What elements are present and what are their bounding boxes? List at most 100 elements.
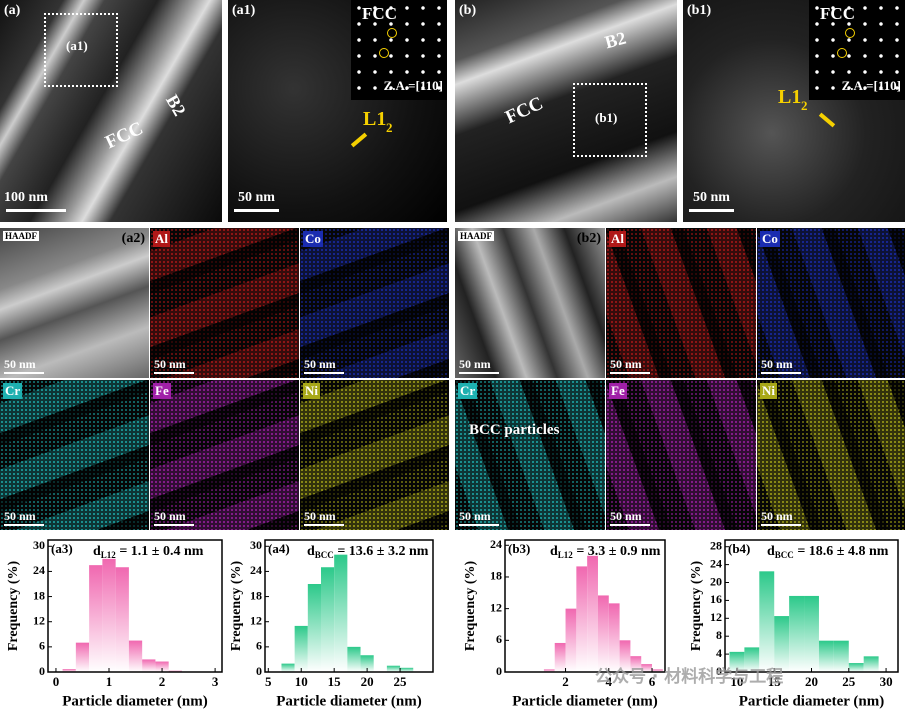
phase-arrow-label: L1	[363, 108, 387, 130]
element-label: Ni	[760, 383, 777, 399]
element-label: Al	[153, 231, 170, 247]
x-axis-label: Particle diameter (nm)	[276, 693, 422, 709]
y-tick-label: 24	[250, 563, 262, 577]
bar	[554, 642, 566, 672]
y-tick-label: 6	[496, 632, 502, 646]
annotation: dL12 = 1.1 ± 0.4 nm	[93, 544, 204, 560]
plot-frame	[504, 539, 666, 673]
y-tick-label: 20	[710, 574, 722, 588]
panel-label: (a)	[4, 3, 21, 18]
bar	[62, 669, 76, 672]
scale-label: 50 nm	[304, 509, 336, 523]
scale-label: 100 nm	[4, 190, 48, 205]
annotation-text: = 13.6 ± 3.2 nm	[334, 544, 429, 559]
bar	[142, 659, 156, 672]
y-tick-label: 12	[490, 600, 502, 614]
annotation: BCC particles	[469, 422, 560, 438]
scale-label: 50 nm	[238, 190, 275, 205]
x-tick-label: 2	[159, 674, 166, 689]
bar	[608, 603, 620, 672]
eds-map: Fe 50 nm	[606, 380, 756, 530]
annotation-subscript: L12	[101, 550, 117, 560]
x-tick-label: 20	[805, 674, 818, 689]
y-tick-label: 28	[710, 538, 722, 552]
bar	[543, 669, 555, 672]
x-tick-label: 25	[394, 674, 408, 689]
element-label: Fe	[609, 383, 627, 399]
scale-bar	[154, 524, 194, 526]
inset-box	[573, 83, 647, 157]
annotation-text: = 18.6 ± 4.8 nm	[794, 544, 889, 559]
panel-label: (a1)	[232, 3, 256, 18]
y-tick-label: 16	[710, 592, 722, 606]
scale-bar	[761, 372, 801, 374]
bar	[321, 567, 335, 672]
y-tick-label: 12	[33, 613, 45, 627]
y-tick-label: 0	[496, 664, 502, 678]
panel-label: (a4)	[268, 541, 290, 556]
annotation-text: = 3.3 ± 0.9 nm	[573, 544, 661, 559]
pattern-label: FCC	[820, 4, 855, 23]
eds-map: Al 50 nm	[150, 228, 299, 378]
bar	[744, 647, 760, 672]
diffraction-spot	[845, 28, 855, 38]
x-tick-label: 15	[328, 674, 342, 689]
scale-bar	[304, 524, 344, 526]
bar	[863, 656, 879, 672]
scale-bar	[4, 372, 44, 374]
inset-label: (a1)	[66, 38, 88, 53]
annotation-subscript: L12	[558, 550, 574, 560]
eds-map: Al 50 nm	[606, 228, 756, 378]
saed-inset	[351, 0, 447, 100]
bar	[818, 640, 834, 672]
bar	[597, 595, 609, 672]
bar	[619, 640, 631, 672]
bar	[386, 665, 401, 672]
scale-bar	[6, 209, 66, 212]
panel-label: (b)	[459, 3, 477, 18]
y-tick-label: 24	[710, 556, 722, 570]
y-tick-label: 18	[490, 569, 502, 583]
scale-label: 50 nm	[304, 357, 336, 371]
panel-label: (b4)	[728, 541, 750, 556]
element-label: Ni	[303, 383, 320, 399]
phase-arrow-sub: 2	[386, 120, 393, 135]
bar	[652, 669, 663, 672]
scale-label: 50 nm	[154, 357, 186, 371]
scale-label: 50 nm	[154, 509, 186, 523]
bar	[294, 625, 308, 672]
y-tick-label: 4	[716, 646, 722, 660]
x-axis-label: Particle diameter (nm)	[739, 693, 885, 709]
scale-bar	[459, 524, 499, 526]
bar	[774, 616, 790, 672]
x-tick-label: 4	[606, 674, 613, 689]
x-tick-label: 5	[265, 674, 272, 689]
y-tick-label: 18	[250, 588, 262, 602]
phase-arrow-label: L1	[778, 86, 802, 108]
eds-map: HAADF 50 nm (a2)	[0, 228, 149, 378]
scale-label: 50 nm	[459, 357, 491, 371]
bar	[281, 663, 295, 672]
scale-bar	[304, 372, 344, 374]
x-tick-label: 0	[53, 674, 60, 689]
eds-map: Co 50 nm	[757, 228, 905, 378]
plot-frame	[47, 539, 223, 673]
x-tick-label: 6	[649, 674, 656, 689]
plot-frame	[264, 539, 434, 673]
x-tick-label: 15	[768, 674, 782, 689]
scale-label: 50 nm	[610, 357, 642, 371]
eds-map: Ni 50 nm	[300, 380, 449, 530]
diffraction-spot	[837, 48, 847, 58]
annotation: dL12 = 3.3 ± 0.9 nm	[550, 544, 661, 560]
scale-label: 50 nm	[761, 357, 793, 371]
y-axis-label: Frequency (%)	[229, 560, 244, 651]
diffraction-spot	[379, 48, 389, 58]
scale-label: 50 nm	[693, 190, 730, 205]
y-axis-label: Frequency (%)	[689, 560, 704, 651]
scale-bar	[4, 524, 44, 526]
panel-label: (b3)	[508, 541, 530, 556]
annotation-symbol: d	[93, 544, 101, 559]
annotation-subscript: BCC	[775, 550, 794, 560]
eds-map: HAADF 50 nm (b2)	[455, 228, 605, 378]
bar	[347, 646, 361, 672]
